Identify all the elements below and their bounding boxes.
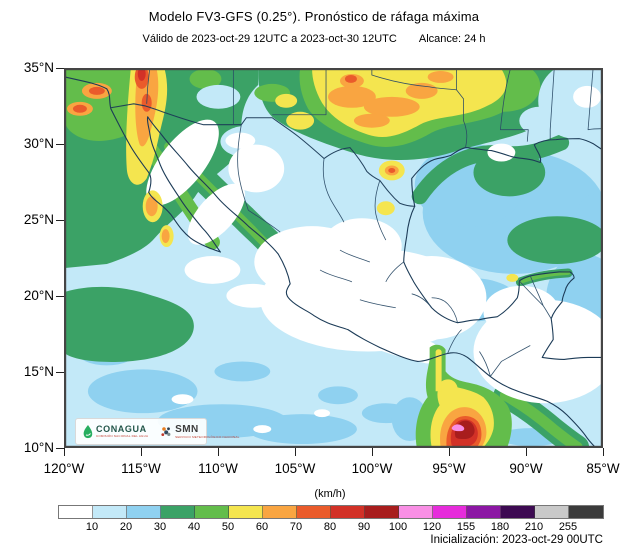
conagua-logo-text: CONAGUA bbox=[96, 424, 147, 434]
lat-axis-label: 15°N bbox=[23, 364, 54, 379]
legend-unit-label: (km/h) bbox=[314, 488, 346, 500]
legend-tick-label: 50 bbox=[221, 521, 235, 533]
lat-tick-mark bbox=[56, 220, 64, 221]
lat-axis-label: 20°N bbox=[23, 288, 54, 303]
conagua-logo-subtext: COMISIÓN NACIONAL DEL AGUA bbox=[96, 434, 149, 438]
legend-color-cell bbox=[297, 506, 331, 518]
wind-gust-contour-map bbox=[65, 69, 602, 447]
legend-color-cell bbox=[127, 506, 161, 518]
legend-tick-label: 100 bbox=[388, 521, 408, 533]
legend-color-cell bbox=[365, 506, 399, 518]
lon-axis-label: 85°W bbox=[586, 461, 620, 476]
conagua-logo-icon bbox=[82, 424, 93, 439]
contours-under-10 bbox=[146, 85, 602, 434]
legend-tick-label: 10 bbox=[85, 521, 99, 533]
lon-tick-mark bbox=[449, 448, 450, 456]
legend-tick-label: 20 bbox=[119, 521, 133, 533]
page-title: Modelo FV3-GFS (0.25°). Pronóstico de rá… bbox=[148, 9, 480, 24]
contours-70-90-spots bbox=[72, 69, 396, 173]
lon-tick-mark bbox=[372, 448, 373, 456]
lon-axis-label: 110°W bbox=[198, 461, 238, 476]
smn-logo-icon bbox=[160, 426, 172, 438]
lon-tick-mark bbox=[64, 448, 65, 456]
legend-tick-label: 180 bbox=[490, 521, 510, 533]
map-frame bbox=[65, 69, 602, 447]
smn-logo: SMN SERVICIO METEOROLÓGICO NACIONAL bbox=[175, 423, 240, 439]
lat-axis-label: 35°N bbox=[23, 60, 54, 75]
validity-text: Válido de 2023-oct-29 12UTC a 2023-oct-3… bbox=[142, 33, 397, 45]
lat-axis-label: 10°N bbox=[23, 440, 54, 455]
lat-axis-label: 25°N bbox=[23, 212, 54, 227]
subtitle: Válido de 2023-oct-29 12UTC a 2023-oct-3… bbox=[0, 33, 628, 45]
legend-tick-label: 30 bbox=[153, 521, 167, 533]
lat-tick-mark bbox=[56, 68, 64, 69]
legend-tick-label: 255 bbox=[558, 521, 578, 533]
lon-tick-mark bbox=[218, 448, 219, 456]
legend-tick-label: 90 bbox=[357, 521, 371, 533]
lon-axis-label: 95°W bbox=[432, 461, 466, 476]
cyclone-contours bbox=[415, 344, 512, 447]
legend-color-cell bbox=[59, 506, 93, 518]
lon-axis-label: 120°W bbox=[43, 461, 85, 476]
lon-axis-label: 100°W bbox=[351, 461, 393, 476]
legend-tick-label: 155 bbox=[456, 521, 476, 533]
legend-color-cell bbox=[229, 506, 263, 518]
logo-box: CONAGUA COMISIÓN NACIONAL DEL AGUA SMN S… bbox=[75, 418, 239, 445]
lon-tick-mark bbox=[295, 448, 296, 456]
legend-color-cell bbox=[399, 506, 433, 518]
lat-axis-label: 30°N bbox=[23, 136, 54, 151]
legend-color-cell bbox=[569, 506, 603, 518]
lat-tick-mark bbox=[56, 448, 64, 449]
lat-tick-mark bbox=[56, 372, 64, 373]
legend-color-cell bbox=[501, 506, 535, 518]
legend-tick-label: 120 bbox=[422, 521, 442, 533]
legend-color-cell bbox=[93, 506, 127, 518]
lon-tick-mark bbox=[141, 448, 142, 456]
color-scale-bar bbox=[58, 505, 604, 519]
legend-color-cell bbox=[433, 506, 467, 518]
legend-tick-label: 60 bbox=[255, 521, 269, 533]
conagua-logo: CONAGUA COMISIÓN NACIONAL DEL AGUA bbox=[96, 425, 148, 438]
legend-tick-label: 210 bbox=[524, 521, 544, 533]
lon-tick-mark bbox=[526, 448, 527, 456]
legend-color-cell bbox=[331, 506, 365, 518]
legend-color-cell bbox=[535, 506, 569, 518]
lat-tick-mark bbox=[56, 296, 64, 297]
smn-logo-text: SMN bbox=[175, 423, 199, 435]
smn-logo-subtext: SERVICIO METEOROLÓGICO NACIONAL bbox=[175, 434, 240, 439]
coastlines bbox=[65, 76, 602, 447]
legend-color-cell bbox=[161, 506, 195, 518]
legend-color-cell bbox=[467, 506, 501, 518]
reach-text: Alcance: 24 h bbox=[418, 33, 486, 45]
map-plot-area: CONAGUA COMISIÓN NACIONAL DEL AGUA SMN S… bbox=[64, 68, 603, 448]
lon-tick-mark bbox=[603, 448, 604, 456]
legend-tick-label: 40 bbox=[187, 521, 201, 533]
state-borders bbox=[110, 69, 602, 377]
lat-tick-mark bbox=[56, 144, 64, 145]
legend-tick-label: 70 bbox=[289, 521, 303, 533]
legend-color-cell bbox=[263, 506, 297, 518]
legend-tick-label: 80 bbox=[323, 521, 337, 533]
lon-axis-label: 105°W bbox=[274, 461, 316, 476]
lon-axis-label: 90°W bbox=[509, 461, 543, 476]
legend-color-cell bbox=[195, 506, 229, 518]
initialization-text: Inicialización: 2023-oct-29 00UTC bbox=[430, 534, 603, 546]
lon-axis-label: 115°W bbox=[121, 461, 161, 476]
